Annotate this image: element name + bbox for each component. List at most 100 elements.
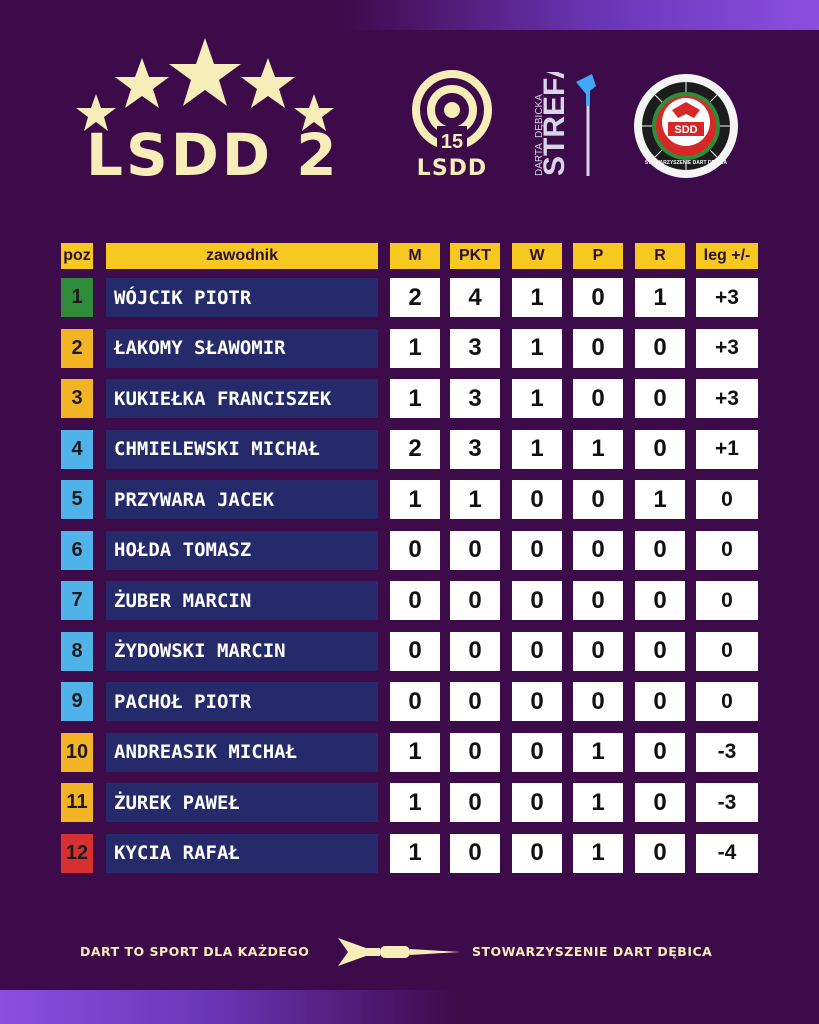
table-row: 4 CHMIELEWSKI MICHAŁ 2 3 1 1 0 +1 xyxy=(0,429,819,471)
header-w: W xyxy=(512,243,562,269)
stat-pkt: 3 xyxy=(450,328,500,368)
stat-r: 0 xyxy=(635,682,685,721)
stat-r: 1 xyxy=(635,480,685,519)
stat-leg: 0 xyxy=(696,480,758,519)
stat-w: 0 xyxy=(512,682,562,721)
header-pkt: PKT xyxy=(450,243,500,269)
stat-w: 0 xyxy=(512,833,562,873)
lsdd-logo-number: 15 xyxy=(441,131,463,153)
stat-leg: -3 xyxy=(696,783,758,822)
header-p: P xyxy=(573,243,623,269)
stat-p: 1 xyxy=(573,732,623,772)
stat-leg: +1 xyxy=(696,429,758,469)
page-title: LSDD 2 xyxy=(86,121,340,189)
bottom-gradient-band xyxy=(0,990,460,1024)
stat-pkt: 0 xyxy=(450,732,500,772)
stat-m: 0 xyxy=(390,682,440,721)
lsdd-logo-text: LSDD xyxy=(416,156,488,181)
table-row: 10 ANDREASIK MICHAŁ 1 0 0 1 0 -3 xyxy=(0,732,819,774)
table-row: 3 KUKIEŁKA FRANCISZEK 1 3 1 0 0 +3 xyxy=(0,379,819,420)
position-badge: 3 xyxy=(61,379,93,418)
stat-m: 1 xyxy=(390,732,440,772)
stat-p: 1 xyxy=(573,783,623,822)
stat-pkt: 4 xyxy=(450,278,500,317)
stat-m: 1 xyxy=(390,833,440,873)
lsdd-logo-icon: 15 xyxy=(412,70,492,153)
stat-r: 0 xyxy=(635,631,685,671)
stat-pkt: 0 xyxy=(450,783,500,822)
player-name: CHMIELEWSKI MICHAŁ xyxy=(106,429,378,469)
stat-w: 0 xyxy=(512,581,562,620)
stat-pkt: 3 xyxy=(450,429,500,469)
stat-r: 0 xyxy=(635,328,685,368)
stat-w: 0 xyxy=(512,631,562,671)
stat-leg: 0 xyxy=(696,631,758,671)
header-leg: leg +/- xyxy=(696,243,758,269)
stat-leg: +3 xyxy=(696,278,758,317)
player-name: ŻYDOWSKI MARCIN xyxy=(106,631,378,671)
player-name: ŁAKOMY SŁAWOMIR xyxy=(106,328,378,368)
header-m: M xyxy=(390,243,440,269)
stat-m: 1 xyxy=(390,480,440,519)
stat-p: 0 xyxy=(573,631,623,671)
strefa-logo-side: DĘBICKA xyxy=(534,94,545,138)
table-row: 5 PRZYWARA JACEK 1 1 0 0 1 0 xyxy=(0,480,819,521)
stat-pkt: 3 xyxy=(450,379,500,418)
table-row: 12 KYCIA RAFAŁ 1 0 0 1 0 -4 xyxy=(0,833,819,875)
stat-w: 1 xyxy=(512,328,562,368)
stat-m: 0 xyxy=(390,530,440,570)
stat-p: 0 xyxy=(573,480,623,519)
stat-w: 1 xyxy=(512,379,562,418)
stat-pkt: 0 xyxy=(450,682,500,721)
table-row: 6 HOŁDA TOMASZ 0 0 0 0 0 0 xyxy=(0,530,819,572)
position-badge: 6 xyxy=(61,530,93,570)
position-badge: 2 xyxy=(61,328,93,368)
stat-leg: +3 xyxy=(696,328,758,368)
header-r: R xyxy=(635,243,685,269)
stat-pkt: 0 xyxy=(450,631,500,671)
sdd-logo-letters: SDD xyxy=(674,124,697,136)
player-name: ŻUREK PAWEŁ xyxy=(106,783,378,822)
stat-pkt: 0 xyxy=(450,530,500,570)
strefa-logo-bottom: DARTA xyxy=(534,143,545,176)
stat-r: 0 xyxy=(635,833,685,873)
stat-leg: 0 xyxy=(696,682,758,721)
footer-left-text: DART TO SPORT DLA KAŻDEGO xyxy=(80,944,310,959)
stat-w: 0 xyxy=(512,783,562,822)
sdd-club-logo-icon: SDD STOWARZYSZENIE DART DĘBICA xyxy=(634,74,738,178)
player-name: ANDREASIK MICHAŁ xyxy=(106,732,378,772)
sdd-logo-ring-text: STOWARZYSZENIE DART DĘBICA xyxy=(645,160,728,166)
stat-m: 1 xyxy=(390,379,440,418)
stat-m: 1 xyxy=(390,783,440,822)
position-badge: 7 xyxy=(61,581,93,620)
table-row: 7 ŻUBER MARCIN 0 0 0 0 0 0 xyxy=(0,581,819,622)
stat-m: 0 xyxy=(390,631,440,671)
position-badge: 1 xyxy=(61,278,93,317)
player-name: KUKIEŁKA FRANCISZEK xyxy=(106,379,378,418)
player-name: WÓJCIK PIOTR xyxy=(106,278,378,317)
stat-p: 0 xyxy=(573,581,623,620)
stat-leg: +3 xyxy=(696,379,758,418)
stat-w: 0 xyxy=(512,530,562,570)
player-name: PACHOŁ PIOTR xyxy=(106,682,378,721)
table-row: 2 ŁAKOMY SŁAWOMIR 1 3 1 0 0 +3 xyxy=(0,328,819,370)
header-player: zawodnik xyxy=(106,243,378,269)
dart-icon xyxy=(338,938,460,966)
position-badge: 10 xyxy=(61,732,93,772)
stat-p: 0 xyxy=(573,379,623,418)
stat-p: 0 xyxy=(573,278,623,317)
stat-w: 1 xyxy=(512,278,562,317)
position-badge: 11 xyxy=(61,783,93,822)
position-badge: 4 xyxy=(61,429,93,469)
position-badge: 8 xyxy=(61,631,93,671)
player-name: PRZYWARA JACEK xyxy=(106,480,378,519)
player-name: ŻUBER MARCIN xyxy=(106,581,378,620)
stat-m: 0 xyxy=(390,581,440,620)
stat-pkt: 1 xyxy=(450,480,500,519)
stat-r: 0 xyxy=(635,581,685,620)
stat-w: 1 xyxy=(512,429,562,469)
stat-p: 1 xyxy=(573,429,623,469)
stat-p: 1 xyxy=(573,833,623,873)
position-badge: 12 xyxy=(61,833,93,873)
strefa-darta-logo-icon: STREFA DĘBICKA DARTA xyxy=(534,72,596,176)
